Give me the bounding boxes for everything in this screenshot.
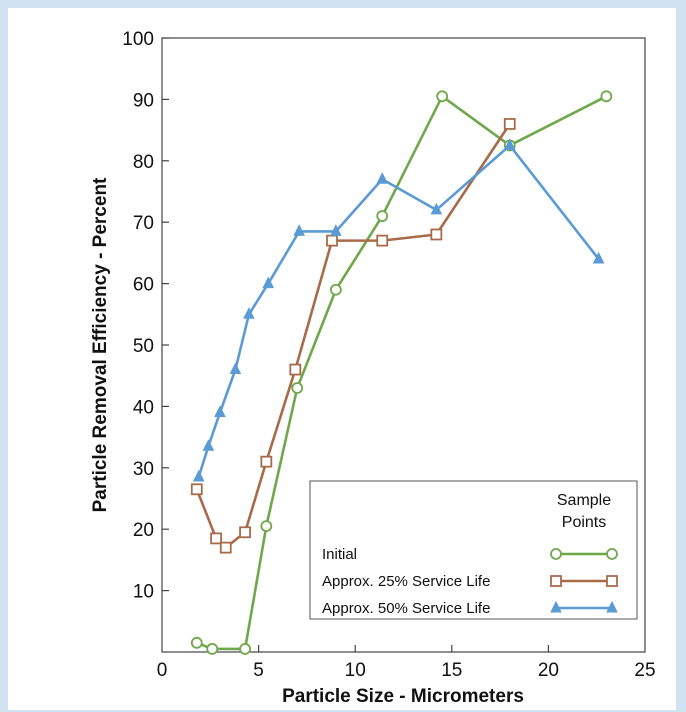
y-tick-label-6: 70 (133, 213, 154, 234)
series-0-point-9 (600, 90, 613, 103)
legend-marker-left-2 (550, 600, 562, 613)
x-axis: 0 5 10 15 20 25 (157, 645, 656, 681)
series-2-point-5 (262, 276, 275, 289)
legend-title-line-2: Points (562, 514, 606, 531)
x-tick-label-4: 20 (538, 660, 559, 681)
series-0-point-3 (260, 520, 273, 533)
series-approx-25-service-life (190, 118, 516, 554)
y-tick-label-8: 90 (133, 90, 154, 111)
series-0-point-7 (436, 90, 449, 103)
series-1-point-7 (376, 234, 389, 247)
legend-label-0: Initial (322, 546, 357, 563)
legend-marker-right-0 (606, 548, 618, 560)
chart-frame: 10 20 30 40 50 60 70 80 90 100 0 5 10 15 20 25 Particl… (8, 8, 676, 710)
legend-marker-left-0 (550, 548, 562, 560)
series-initial (190, 90, 613, 655)
series-layer (190, 90, 613, 655)
y-tick-label-5: 60 (133, 275, 154, 296)
series-0-point-1 (206, 643, 219, 655)
y-tick-label-0: 10 (133, 582, 154, 603)
series-2-point-6 (293, 224, 305, 236)
x-tick-label-0: 0 (157, 660, 168, 681)
series-2-point-0 (192, 469, 205, 482)
series-line-0 (196, 95, 607, 651)
legend-label-1: Approx. 25% Service Life (322, 573, 490, 590)
legend-label-2: Approx. 50% Service Life (322, 600, 490, 617)
series-2-point-3 (229, 362, 242, 375)
series-2-point-2 (214, 405, 226, 418)
series-1-point-4 (260, 455, 273, 468)
series-0-point-6 (376, 210, 389, 222)
legend-marker-right-2 (606, 600, 618, 613)
series-1-point-2 (219, 541, 232, 554)
x-tick-label-1: 5 (253, 660, 264, 681)
y-tick-label-4: 50 (133, 336, 154, 357)
series-2-point-7 (330, 224, 342, 236)
series-0-point-5 (329, 283, 342, 296)
legend: Sample Points Initial Approx. 25% Service… (309, 480, 638, 620)
legend-title-line-1: Sample (557, 492, 611, 509)
y-tick-label-2: 30 (133, 459, 154, 480)
series-2-point-1 (202, 439, 215, 451)
series-0-point-2 (239, 643, 251, 655)
series-2-point-11 (592, 251, 605, 264)
series-2-point-8 (376, 172, 389, 184)
legend-entries: Initial Approx. 25% Service Life Approx. 5… (322, 546, 618, 617)
series-1-point-9 (503, 118, 516, 130)
series-line-2 (197, 144, 600, 478)
legend-marker-left-1 (550, 575, 562, 587)
series-1-point-3 (239, 526, 251, 539)
series-1-point-8 (430, 228, 443, 241)
y-axis: 10 20 30 40 50 60 70 80 90 100 (122, 29, 169, 603)
series-1-point-5 (289, 363, 302, 376)
legend-marker-right-1 (606, 575, 618, 587)
series-2-point-9 (430, 202, 443, 215)
x-tick-label-3: 15 (441, 660, 462, 681)
efficiency-chart: 10 20 30 40 50 60 70 80 90 100 0 5 10 15 20 25 Particl… (90, 29, 656, 707)
y-tick-label-9: 100 (122, 29, 154, 50)
x-axis-title: Particle Size - Micrometers (282, 686, 524, 707)
legend-box (309, 480, 638, 620)
series-1-point-1 (210, 532, 222, 545)
y-axis-title: Particle Removal Efficiency - Percent (90, 177, 111, 512)
series-0-point-4 (291, 382, 304, 394)
series-1-point-6 (326, 234, 338, 247)
y-tick-label-1: 20 (133, 520, 154, 541)
series-0-point-0 (190, 636, 203, 649)
series-2-point-4 (243, 307, 255, 319)
series-1-point-0 (190, 483, 203, 496)
y-tick-label-7: 80 (133, 152, 154, 173)
y-tick-label-3: 40 (133, 397, 154, 418)
x-tick-label-5: 25 (634, 660, 655, 681)
x-tick-label-2: 10 (345, 660, 366, 681)
series-2-point-10 (503, 138, 516, 150)
series-approx-50-service-life (192, 138, 605, 482)
